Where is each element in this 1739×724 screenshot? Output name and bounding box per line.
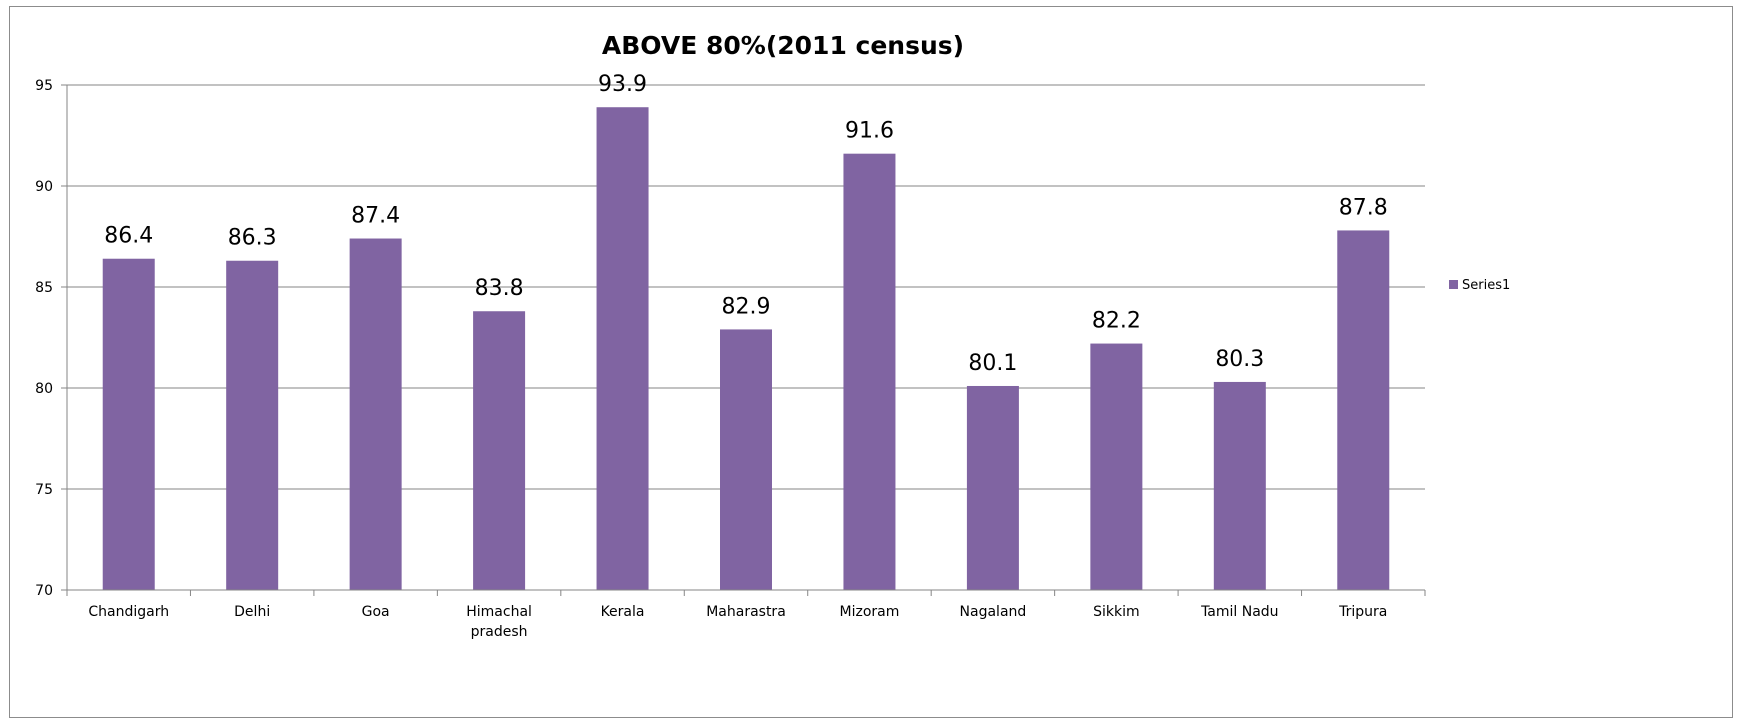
y-tick-label: 70 xyxy=(35,583,53,599)
bar-nagaland xyxy=(966,385,1019,590)
x-tick-label: Delhi xyxy=(234,604,270,620)
bar-tripura xyxy=(1337,230,1390,590)
bar-chart: ABOVE 80%(2011 census) 70 75 80 85 90 95 86.4… xyxy=(35,31,1510,640)
y-tick-label: 90 xyxy=(35,179,53,195)
data-label: 80.3 xyxy=(1215,347,1264,372)
chart-title: ABOVE 80%(2011 census) xyxy=(602,31,964,60)
x-tick-label: Nagaland xyxy=(960,604,1027,620)
data-label: 82.9 xyxy=(722,294,771,319)
x-tick-label: Himachal pradesh xyxy=(466,604,532,640)
x-axis-ticks: Chandigarh Delhi Goa Himachal pradesh Kerala M… xyxy=(66,589,1426,640)
bar-maharastra xyxy=(720,329,772,590)
bar-tamil-nadu xyxy=(1213,381,1266,590)
x-tick-label-line: Himachal xyxy=(466,604,532,620)
data-label: 82.2 xyxy=(1092,309,1141,334)
x-tick-label: Chandigarh xyxy=(88,604,169,620)
bar-delhi xyxy=(226,260,279,590)
data-label: 93.9 xyxy=(598,72,647,97)
data-label: 83.8 xyxy=(475,276,524,301)
bar-goa xyxy=(349,238,402,590)
bar-chandigarh xyxy=(102,258,155,590)
legend-label-series1: Series1 xyxy=(1462,278,1510,293)
legend: Series1 xyxy=(1449,278,1510,293)
data-label: 87.4 xyxy=(351,204,400,229)
x-tick-label: Kerala xyxy=(601,604,645,620)
data-label: 86.4 xyxy=(104,224,153,249)
x-tick-label-line: Mizoram xyxy=(840,604,900,620)
bar-himachal-pradesh xyxy=(473,311,526,590)
y-tick-label: 80 xyxy=(35,381,53,397)
chart-frame: ABOVE 80%(2011 census) 70 75 80 85 90 95 86.4… xyxy=(9,6,1733,718)
x-tick-label-line: Tripura xyxy=(1338,604,1387,620)
x-tick-label-line: Delhi xyxy=(234,604,270,620)
data-label: 86.3 xyxy=(228,226,277,251)
x-tick-label-line: Kerala xyxy=(601,604,645,620)
x-tick-label: Tamil Nadu xyxy=(1200,604,1279,620)
data-label: 87.8 xyxy=(1339,195,1388,220)
x-tick-label-line: Sikkim xyxy=(1093,604,1140,620)
y-tick-label: 75 xyxy=(35,482,53,498)
y-axis-ticks: 70 75 80 85 90 95 xyxy=(35,78,67,599)
bar-mizoram xyxy=(843,153,896,590)
x-tick-label-line: Nagaland xyxy=(960,604,1027,620)
x-tick-label: Goa xyxy=(362,604,390,620)
bar-kerala xyxy=(596,107,649,590)
x-tick-label-line: Maharastra xyxy=(706,604,786,620)
legend-swatch-series1 xyxy=(1449,280,1458,289)
x-tick-label-line: pradesh xyxy=(471,624,528,640)
x-tick-label: Maharastra xyxy=(706,604,786,620)
x-tick-label-line: Chandigarh xyxy=(88,604,169,620)
data-label: 80.1 xyxy=(968,351,1017,376)
data-label: 91.6 xyxy=(845,119,894,144)
y-tick-label: 95 xyxy=(35,78,53,94)
bars xyxy=(102,107,1390,590)
y-tick-label: 85 xyxy=(35,280,53,296)
x-tick-label-line: Goa xyxy=(362,604,390,620)
bar-sikkim xyxy=(1090,343,1143,590)
x-tick-label: Tripura xyxy=(1338,604,1387,620)
data-labels: 86.4 86.3 87.4 83.8 93.9 82.9 91.6 80.1 82.2 80.3… xyxy=(104,72,1388,376)
x-tick-label-line: Tamil Nadu xyxy=(1200,604,1279,620)
x-tick-label: Sikkim xyxy=(1093,604,1140,620)
x-tick-label: Mizoram xyxy=(840,604,900,620)
